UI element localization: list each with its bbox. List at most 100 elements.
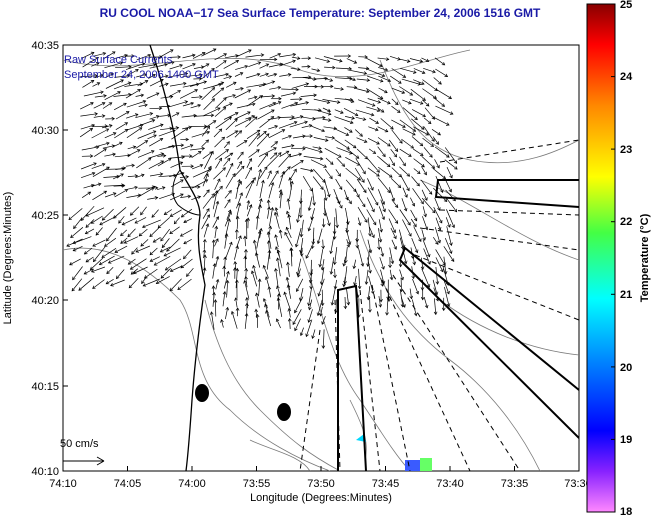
current-vector-head — [120, 79, 124, 83]
current-vector — [102, 51, 116, 60]
current-vector-head — [298, 152, 303, 157]
current-vector-head — [256, 129, 261, 134]
current-vector — [367, 167, 380, 177]
current-vector — [180, 144, 194, 150]
x-tick-label: 73:35 — [501, 478, 529, 490]
current-vector — [223, 141, 230, 149]
current-vector-head — [140, 243, 144, 247]
current-vector-head — [255, 292, 259, 297]
current-vector-head — [173, 173, 177, 178]
current-vector-head — [414, 116, 418, 121]
current-vector-head — [150, 187, 155, 191]
current-vector-head — [308, 306, 312, 311]
current-vector — [113, 82, 132, 90]
current-vector-head — [141, 62, 146, 66]
current-vector — [158, 61, 175, 67]
current-vector-head — [107, 260, 112, 264]
current-vector — [367, 158, 380, 173]
current-vector-head — [205, 223, 210, 227]
current-vector-head — [382, 153, 386, 158]
current-vector — [380, 269, 385, 284]
current-vector — [318, 278, 325, 297]
current-vector — [367, 137, 380, 145]
current-vector — [322, 218, 325, 227]
current-vector — [365, 269, 369, 285]
current-vector-head — [90, 80, 95, 84]
current-vector — [301, 247, 303, 257]
current-vector — [380, 247, 384, 257]
current-vector-head — [449, 174, 453, 179]
current-vector — [305, 247, 312, 259]
current-vector-head — [94, 73, 99, 78]
current-vector-head — [215, 255, 220, 260]
current-vector — [149, 138, 163, 147]
current-vector-head — [206, 208, 210, 212]
current-vector-head — [259, 227, 263, 232]
current-vector-head — [262, 264, 267, 269]
colorbar-tick-label: 21 — [620, 289, 632, 301]
current-vector — [345, 246, 348, 263]
current-vector — [435, 266, 438, 285]
current-vector — [432, 136, 439, 145]
current-vector — [290, 160, 304, 169]
current-vector-head — [408, 100, 412, 105]
current-vector — [113, 94, 132, 97]
current-vector-head — [247, 89, 252, 93]
current-vector-head — [363, 71, 368, 75]
current-vector — [94, 142, 110, 148]
current-vector — [151, 209, 159, 218]
current-vector-head — [273, 147, 277, 151]
current-vector-head — [255, 313, 260, 318]
current-vector — [422, 239, 430, 257]
current-vector-head — [244, 312, 249, 317]
current-vector — [127, 175, 138, 177]
current-vector-head — [72, 276, 76, 281]
current-vector-head — [294, 243, 299, 248]
current-vector — [401, 198, 407, 212]
current-vector-head — [422, 97, 426, 101]
current-vector-head — [238, 160, 242, 165]
current-vector-head — [438, 81, 442, 85]
current-vector — [284, 292, 291, 310]
current-vector — [113, 142, 123, 147]
current-vector-head — [365, 66, 370, 71]
current-vector — [280, 92, 296, 97]
current-vector — [281, 145, 294, 149]
current-vector — [213, 201, 219, 218]
current-vector-head — [169, 126, 173, 131]
current-vector-head — [120, 173, 124, 177]
current-vector-head — [276, 293, 281, 297]
current-vector-head — [134, 113, 139, 117]
current-vector-head — [270, 207, 275, 211]
current-vector — [72, 266, 83, 280]
current-vector-head — [120, 232, 124, 237]
current-vector — [443, 256, 447, 274]
current-vector-head — [414, 249, 419, 254]
current-vector — [269, 86, 281, 90]
current-vector — [138, 228, 148, 237]
current-vector-head — [160, 78, 164, 83]
current-vector-head — [294, 327, 298, 332]
current-vector — [131, 247, 138, 255]
current-vector — [153, 237, 161, 243]
current-vector — [399, 209, 411, 226]
current-vector-head — [427, 261, 431, 265]
current-vector — [354, 276, 357, 286]
current-vector-head — [425, 103, 430, 107]
current-vector — [71, 278, 83, 292]
current-vector-head — [413, 312, 418, 317]
current-vector-head — [377, 100, 382, 104]
current-vector — [380, 118, 394, 130]
current-vector-head — [124, 129, 129, 133]
current-vector-head — [296, 219, 300, 223]
current-vector — [114, 245, 128, 253]
current-vector-head — [235, 279, 239, 283]
current-vector-head — [138, 232, 143, 237]
current-vector — [300, 198, 302, 218]
current-vector-head — [95, 56, 99, 61]
current-vector — [422, 79, 438, 91]
current-vector-head — [152, 130, 157, 134]
current-vector — [268, 101, 282, 108]
y-tick-marks — [63, 44, 68, 472]
